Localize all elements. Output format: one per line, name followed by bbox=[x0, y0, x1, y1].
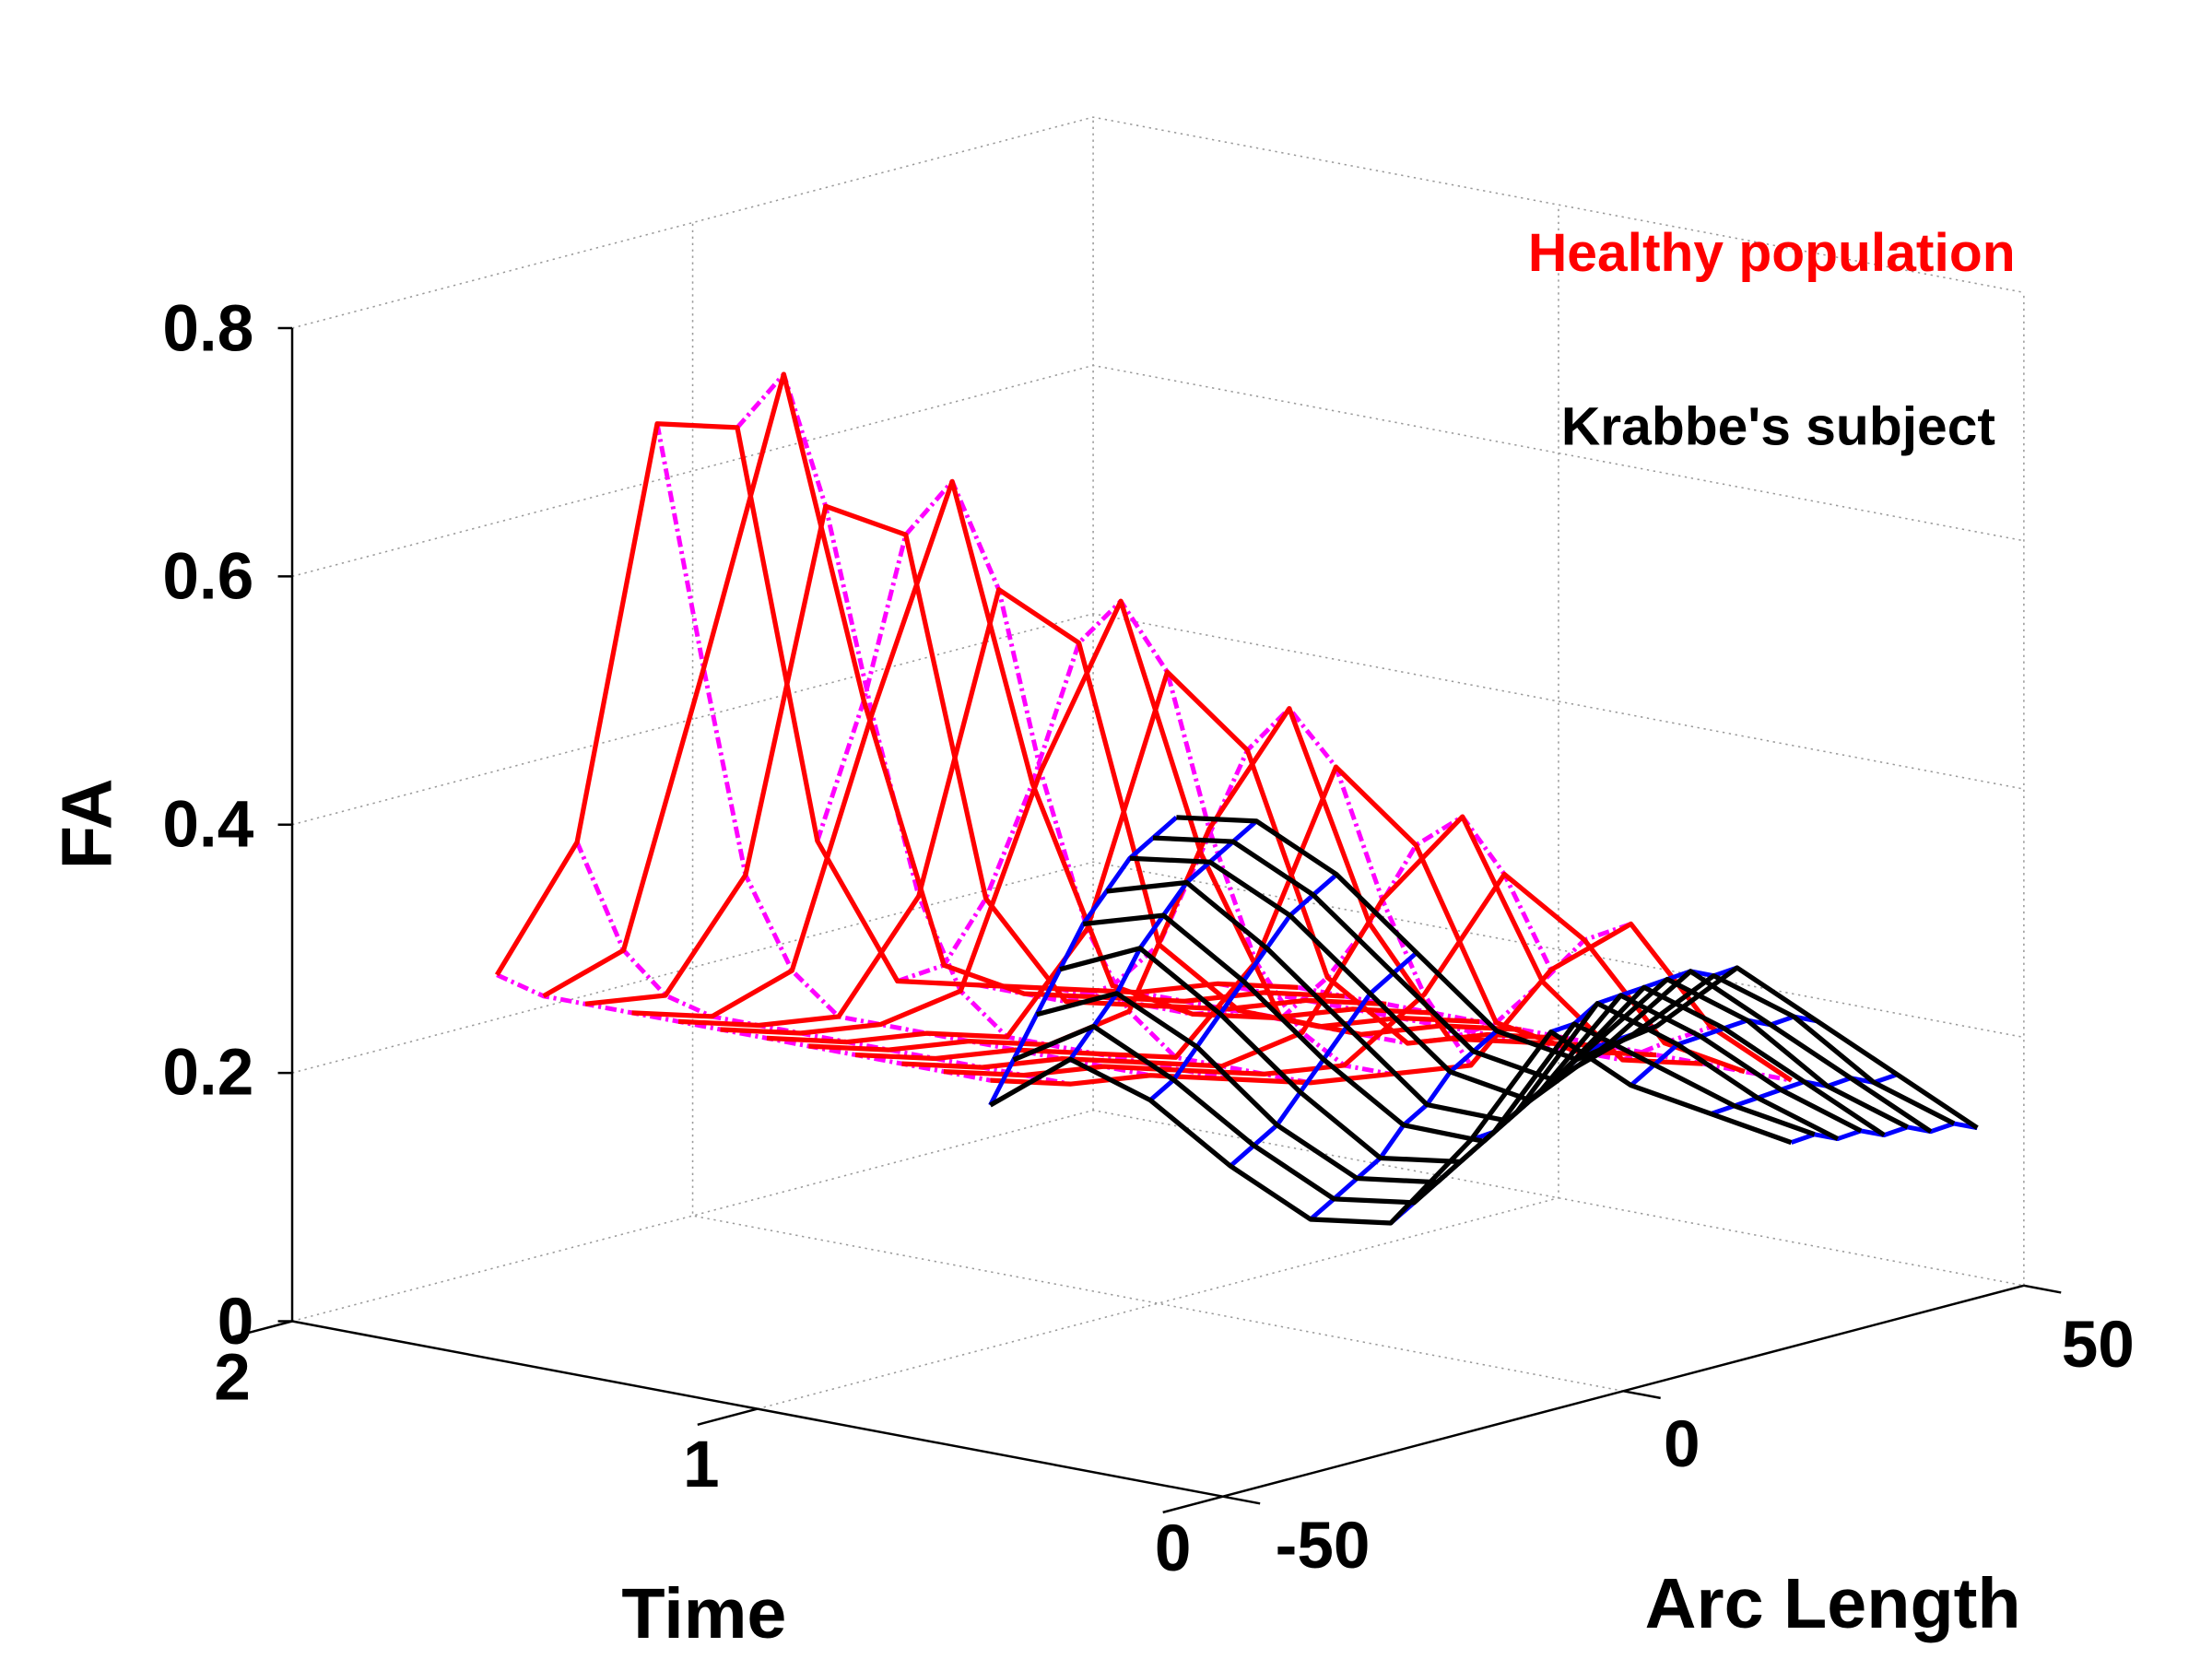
healthy-mesh bbox=[494, 371, 1793, 1087]
healthy-time-line bbox=[735, 371, 1231, 1082]
z-gridline bbox=[291, 613, 2025, 826]
arc-tick-mark bbox=[2023, 1284, 2062, 1294]
arc-tick-mark bbox=[1222, 1495, 1261, 1505]
healthy-arc-profile bbox=[901, 814, 1703, 1070]
healthy-time-line bbox=[1217, 981, 1712, 1063]
time-tick-label: 2 bbox=[214, 1342, 251, 1415]
time-tick-mark bbox=[1162, 1495, 1224, 1514]
healthy-arc-profile bbox=[542, 371, 1345, 1004]
arc-tick-label: 0 bbox=[1664, 1408, 1700, 1481]
z-tick-label: 0.8 bbox=[162, 292, 253, 365]
arc-axis-label: Arc Length bbox=[1645, 1564, 2021, 1643]
krabbe-arc-profile bbox=[1036, 991, 1840, 1185]
time-gridline bbox=[757, 205, 1559, 1410]
healthy-arc-profile bbox=[720, 598, 1522, 1037]
krabbe-arc-profile bbox=[1129, 855, 1933, 1134]
legend-krabbe: Krabbe's subject bbox=[1561, 396, 1995, 456]
z-tick-label: 0.6 bbox=[162, 540, 253, 613]
box-floor-back-edge bbox=[291, 1109, 2025, 1323]
z-gridline bbox=[291, 861, 2025, 1074]
krabbe-arc-profile bbox=[1176, 815, 1979, 1130]
arc-axis bbox=[1222, 1284, 2025, 1498]
z-tick-label: 0 bbox=[218, 1286, 254, 1359]
krabbe-arc-profile bbox=[1152, 835, 1956, 1126]
arc-tick-label: -50 bbox=[1276, 1510, 1371, 1583]
grid-lines bbox=[291, 116, 2025, 1410]
healthy-time-line bbox=[496, 972, 991, 1083]
healthy-time-line bbox=[977, 706, 1473, 1067]
krabbe-arc-profile bbox=[1059, 946, 1863, 1165]
z-gridline bbox=[291, 364, 2025, 578]
arc-gridline bbox=[691, 222, 1624, 1393]
healthy-time-line bbox=[1057, 814, 1554, 1021]
z-tick-label: 0.2 bbox=[162, 1037, 253, 1110]
krabbe-arc-profile bbox=[989, 1029, 1793, 1226]
axes bbox=[231, 326, 2062, 1514]
healthy-arc-profile bbox=[584, 503, 1387, 1012]
box-top-edge bbox=[291, 116, 2025, 329]
healthy-arc-profile bbox=[943, 871, 1746, 1078]
healthy-time-line bbox=[896, 598, 1392, 1077]
time-tick-label: 1 bbox=[683, 1429, 720, 1501]
healthy-arc-profile bbox=[766, 669, 1569, 1046]
healthy-arc-profile bbox=[494, 421, 1299, 995]
z-tick-label: 0.4 bbox=[162, 789, 253, 862]
mesh-layer bbox=[494, 371, 1979, 1226]
time-tick-label: 0 bbox=[1155, 1512, 1192, 1585]
time-axis bbox=[291, 1320, 1224, 1498]
healthy-time-line bbox=[815, 478, 1312, 1086]
healthy-arc-profile bbox=[631, 478, 1433, 1020]
healthy-arc-profile bbox=[808, 706, 1610, 1053]
arc-tick-mark bbox=[1623, 1390, 1661, 1400]
legend-healthy: Healthy population bbox=[1528, 223, 2016, 283]
healthy-arc-profile bbox=[990, 921, 1793, 1087]
krabbe-mesh bbox=[988, 815, 1979, 1226]
time-tick-mark bbox=[697, 1407, 759, 1426]
krabbe-arc-profile bbox=[1106, 879, 1909, 1130]
z-axis-label: FA bbox=[48, 778, 127, 869]
healthy-arc-profile bbox=[677, 587, 1480, 1030]
krabbe-arc-profile bbox=[1012, 1021, 1816, 1206]
time-tick-mark bbox=[231, 1320, 293, 1338]
krabbe-arc-profile bbox=[1082, 912, 1886, 1144]
arc-tick-label: 50 bbox=[2062, 1309, 2135, 1382]
time-axis-label: Time bbox=[621, 1574, 786, 1653]
